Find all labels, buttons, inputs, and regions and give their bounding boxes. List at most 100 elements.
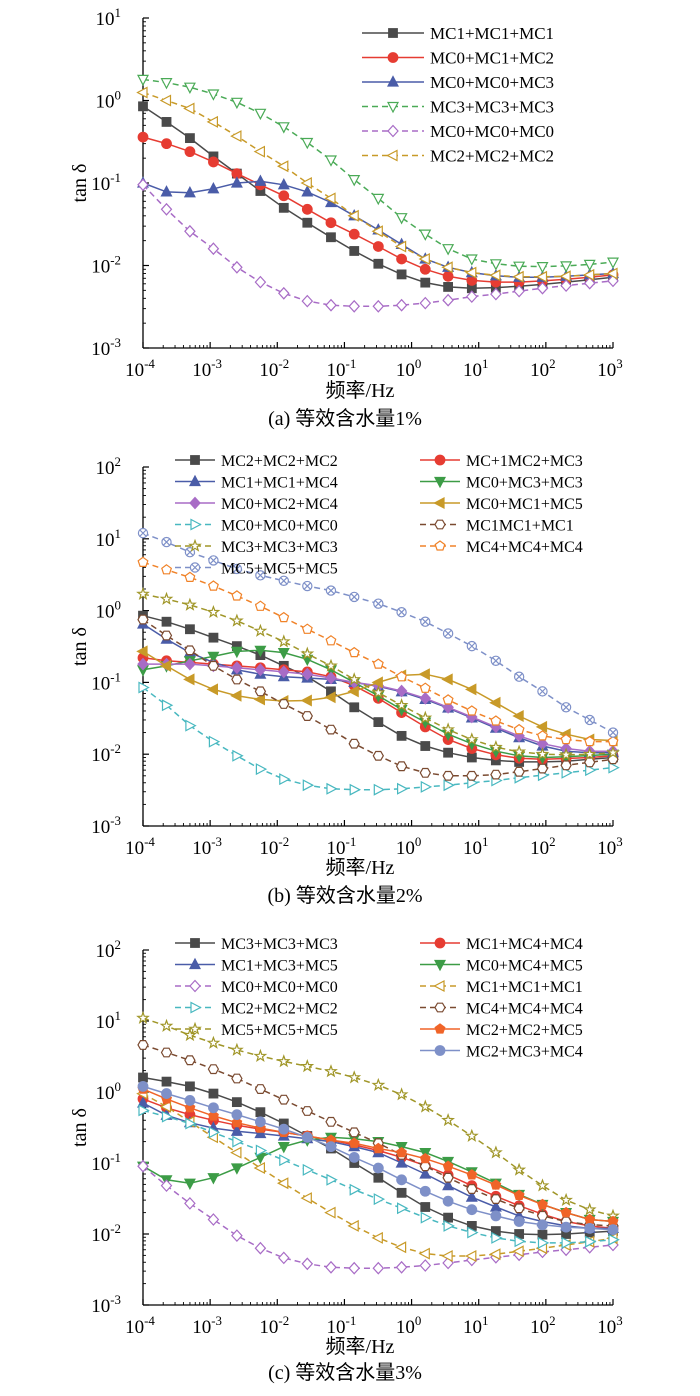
data-point <box>161 1088 172 1099</box>
data-point <box>300 1192 312 1205</box>
data-point <box>583 276 596 290</box>
data-point <box>231 661 243 675</box>
x-tick-label: 102 <box>530 1313 555 1338</box>
legend-marker <box>434 476 446 489</box>
legend-label: MC0+MC0+MC3 <box>430 73 554 92</box>
data-point <box>371 685 386 699</box>
legend-marker <box>433 980 445 992</box>
data-point <box>325 298 337 312</box>
data-point <box>372 750 384 761</box>
data-point <box>420 1211 433 1224</box>
legend-marker <box>434 454 446 466</box>
data-point <box>559 747 573 761</box>
y-tick-label: 10-3 <box>91 813 121 838</box>
data-point <box>420 277 431 288</box>
data-point <box>536 1198 548 1210</box>
legend-marker <box>190 1001 202 1014</box>
legend-label: MC4+MC4+MC4 <box>466 539 583 556</box>
legend-label: MC0+MC0+MC0 <box>221 518 338 535</box>
data-point <box>277 286 290 300</box>
legend-item: MC0+MC0+MC0 <box>362 122 554 141</box>
y-tick-label: 10-2 <box>91 253 121 278</box>
data-point <box>420 1202 431 1212</box>
x-axis-label: 频率/Hz <box>326 856 395 879</box>
legend-marker <box>387 75 399 87</box>
series-line <box>142 593 614 756</box>
data-point <box>277 178 290 190</box>
legend-item: MC2+MC3+MC4 <box>420 1044 583 1061</box>
data-point <box>324 658 338 672</box>
data-point <box>185 719 197 732</box>
data-point <box>490 1210 502 1222</box>
data-point <box>443 282 454 292</box>
data-point <box>231 1109 243 1121</box>
data-point <box>253 1048 268 1063</box>
data-point <box>160 185 173 197</box>
data-point <box>347 685 359 698</box>
data-point <box>396 269 407 280</box>
data-point <box>560 261 573 273</box>
legend-marker <box>434 937 446 949</box>
data-point <box>348 1261 361 1275</box>
data-point <box>229 613 244 627</box>
legend-item: MC1+MC1+MC4 <box>175 475 338 492</box>
data-point <box>278 575 289 587</box>
legend-item: MC1+MC3+MC5 <box>175 958 338 975</box>
data-point <box>207 651 220 664</box>
data-point <box>419 263 431 275</box>
data-point <box>254 663 267 677</box>
data-point <box>232 1135 244 1148</box>
data-point <box>301 1106 313 1116</box>
data-point <box>279 773 291 786</box>
series-6 <box>136 86 618 283</box>
data-point <box>254 645 267 658</box>
data-point <box>395 684 408 698</box>
legend-marker <box>434 519 446 530</box>
data-point <box>442 244 455 256</box>
data-point <box>185 624 195 635</box>
data-point <box>183 1178 196 1190</box>
data-point <box>232 749 244 762</box>
data-point <box>536 1210 549 1221</box>
data-point <box>326 1173 338 1186</box>
legend-label: MC0+MC0+MC0 <box>221 979 338 996</box>
data-point <box>372 241 384 252</box>
data-point <box>347 1219 359 1232</box>
panel-caption: (c) 等效含水量3% <box>268 1361 422 1384</box>
data-point <box>207 1213 220 1226</box>
legend-marker <box>189 957 201 970</box>
data-point <box>206 1035 221 1049</box>
data-point <box>442 628 454 639</box>
data-point <box>302 580 313 592</box>
data-point <box>420 616 431 627</box>
data-point <box>397 782 409 795</box>
data-point <box>418 1247 430 1260</box>
data-point <box>231 1073 243 1084</box>
data-point <box>183 102 195 115</box>
legend-marker <box>387 101 399 114</box>
y-tick-label: 10-1 <box>91 669 121 694</box>
legend-label: MC5+MC5+MC5 <box>221 561 338 578</box>
data-point <box>441 1113 455 1127</box>
series-line <box>142 532 614 734</box>
data-point <box>136 586 150 600</box>
data-point <box>373 1193 386 1206</box>
data-point <box>371 676 383 689</box>
y-tick-label: 10-2 <box>91 1221 121 1246</box>
data-point <box>418 253 430 265</box>
data-point <box>372 1162 384 1174</box>
legend-label: MC1MC1+MC1 <box>466 518 574 535</box>
x-tick-label: 10-2 <box>259 1313 289 1338</box>
data-point <box>396 253 407 265</box>
data-point <box>207 660 220 671</box>
data-point <box>584 714 595 726</box>
data-point <box>161 117 172 127</box>
data-point <box>184 1095 196 1106</box>
data-point <box>513 284 525 298</box>
data-point <box>394 697 409 712</box>
legend-marker <box>386 149 398 162</box>
x-tick-label: 10-2 <box>259 356 289 381</box>
data-point <box>442 293 454 307</box>
data-point <box>394 240 407 253</box>
x-tick-label: 102 <box>530 356 555 381</box>
